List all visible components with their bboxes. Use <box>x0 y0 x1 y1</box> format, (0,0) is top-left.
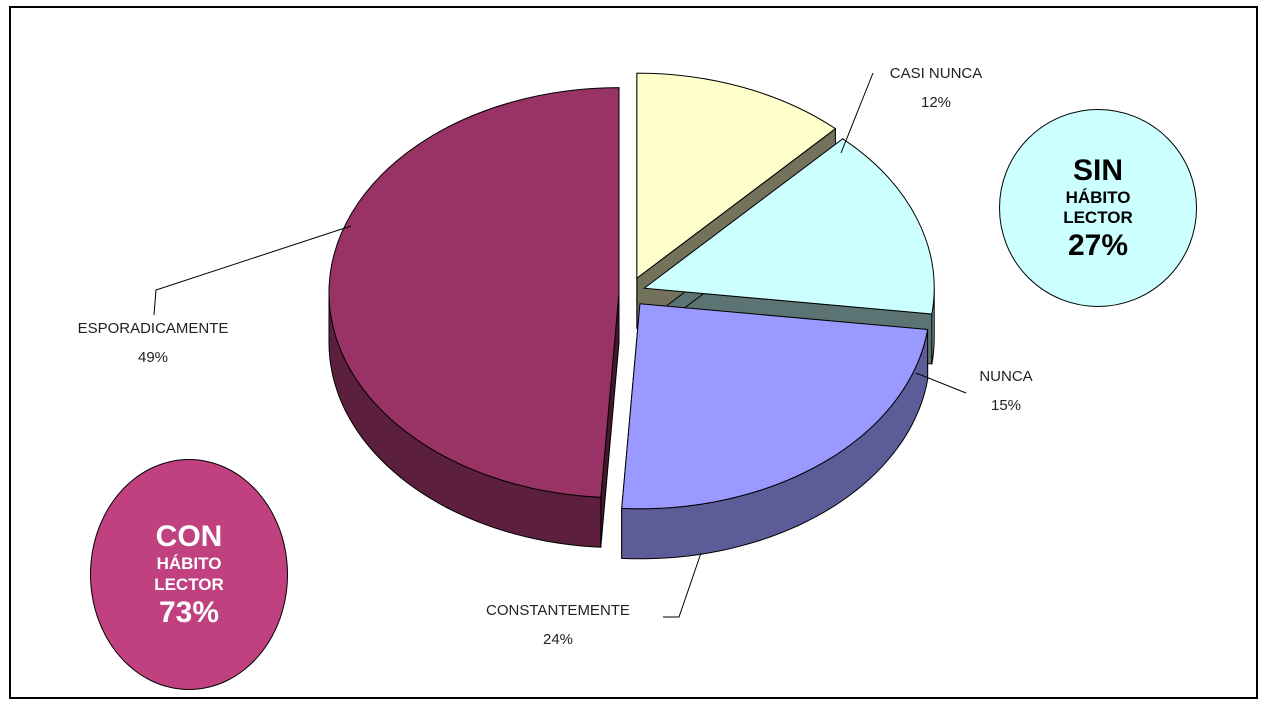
pie-tops <box>328 72 935 510</box>
slice-label-casi-nunca: CASI NUNCA <box>890 65 983 82</box>
slice-value-nunca: 15% <box>991 397 1021 414</box>
con-badge-line2: HÁBITO <box>156 554 222 574</box>
sin-badge-title: SIN <box>1072 153 1123 187</box>
con-badge-title: CON <box>155 520 223 554</box>
con-habito-badge: CON HÁBITO LECTOR 73% <box>90 459 288 690</box>
slice-esporadicamente <box>328 87 620 498</box>
con-badge-percent: 73% <box>158 595 220 629</box>
sin-habito-badge: SIN HÁBITO LECTOR 27% <box>999 109 1197 307</box>
chart-frame: ESPORADICAMENTE 49% CASI NUNCA 12% NUNCA 15% C… <box>9 6 1258 699</box>
slice-label-nunca: NUNCA <box>979 368 1032 385</box>
con-badge-line3: LECTOR <box>154 574 224 594</box>
leader-line-nunca <box>915 372 967 394</box>
slice-label-constantemente: CONSTANTEMENTE <box>486 602 630 619</box>
leader-line-constantemente <box>663 552 702 618</box>
slice-label-esporadicamente: ESPORADICAMENTE <box>78 320 229 337</box>
slice-constantemente <box>621 303 929 510</box>
slice-casi-nunca <box>636 72 837 280</box>
slice-value-esporadicamente: 49% <box>138 349 168 366</box>
sin-badge-line3: LECTOR <box>1063 208 1133 227</box>
slice-value-casi-nunca: 12% <box>921 94 951 111</box>
slice-nunca <box>642 138 935 315</box>
pie-chart: ESPORADICAMENTE 49% CASI NUNCA 12% NUNCA 15% C… <box>78 65 1033 648</box>
sin-badge-line2: HÁBITO <box>1065 187 1131 207</box>
leader-line-casi-nunca <box>840 72 874 154</box>
leader-line-esporadicamente <box>153 225 352 316</box>
slice-value-constantemente: 24% <box>543 631 573 648</box>
sin-badge-percent: 27% <box>1067 229 1129 263</box>
slice-labels: ESPORADICAMENTE 49% CASI NUNCA 12% NUNCA 15% C… <box>78 65 1033 648</box>
